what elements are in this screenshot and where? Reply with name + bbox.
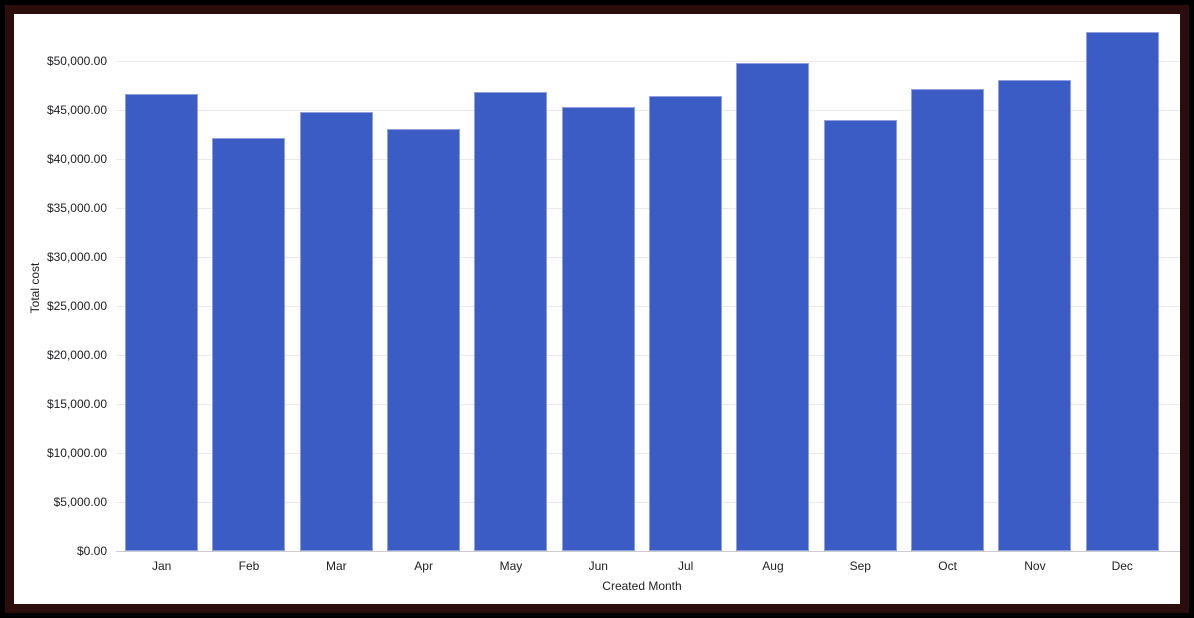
bar-apr[interactable]	[387, 128, 461, 551]
x-tick-label: Mar	[325, 559, 347, 573]
bar-sep[interactable]	[823, 119, 897, 551]
y-tick-label: $20,000.00	[46, 348, 107, 362]
bar-jan[interactable]	[125, 94, 199, 551]
y-tick-label: $40,000.00	[46, 152, 107, 166]
bar-band	[991, 24, 1078, 551]
gridline	[116, 208, 1180, 209]
bar-may[interactable]	[474, 92, 548, 551]
x-tick-label: Jun	[588, 559, 608, 573]
gridline	[116, 159, 1180, 160]
chart-card: Total cost $0.00 $5,000.00 $10,000.00 $15,0…	[14, 14, 1180, 604]
window-border: Total cost $0.00 $5,000.00 $10,000.00 $15,0…	[5, 5, 1189, 613]
x-tick-label: Oct	[938, 559, 957, 573]
x-tick-label: Dec	[1111, 559, 1133, 573]
bar-oct[interactable]	[911, 89, 985, 551]
y-tick-label: $45,000.00	[46, 103, 107, 117]
x-axis-baseline	[116, 551, 1180, 552]
gridline	[116, 257, 1180, 258]
x-tick-label: Nov	[1024, 559, 1046, 573]
x-tick-label: Feb	[238, 559, 260, 573]
gridline	[116, 110, 1180, 111]
gridline	[116, 404, 1180, 405]
x-tick-label: Jan	[151, 559, 172, 573]
bar-feb[interactable]	[212, 138, 286, 551]
y-tick-label: $0.00	[76, 544, 107, 558]
gridline	[116, 502, 1180, 503]
bar-band	[293, 24, 380, 551]
gridline	[116, 61, 1180, 62]
x-axis-title: Created Month	[602, 579, 682, 593]
bar-series	[118, 24, 1166, 551]
gridline	[116, 453, 1180, 454]
gridline	[116, 306, 1180, 307]
y-tick-label: $35,000.00	[46, 201, 107, 215]
x-tick-label: Sep	[849, 559, 871, 573]
bar-band	[205, 24, 292, 551]
bar-band	[467, 24, 554, 551]
gridlines-layer	[116, 14, 1180, 604]
bar-nov[interactable]	[998, 79, 1072, 551]
bar-mar[interactable]	[299, 112, 373, 551]
bar-band	[904, 24, 991, 551]
x-axis-tick-labels: Jan Feb Mar Apr May Jun Jul Aug Sep Oct Nov Dec	[118, 559, 1166, 573]
x-tick-label: Jul	[677, 559, 694, 573]
bar-band	[729, 24, 816, 551]
bar-dec[interactable]	[1085, 31, 1159, 551]
y-tick-label: $15,000.00	[46, 397, 107, 411]
y-tick-label: $25,000.00	[46, 299, 107, 313]
bar-band	[1079, 24, 1166, 551]
bar-band	[817, 24, 904, 551]
y-tick-label: $5,000.00	[53, 495, 107, 509]
x-tick-label: Apr	[414, 559, 433, 573]
bar-aug[interactable]	[736, 63, 810, 551]
y-tick-label: $10,000.00	[46, 446, 107, 460]
bar-jun[interactable]	[561, 107, 635, 551]
bar-band	[380, 24, 467, 551]
y-tick-label: $30,000.00	[46, 250, 107, 264]
y-axis-tick-labels: $0.00 $5,000.00 $10,000.00 $15,000.00 $20,00…	[14, 14, 107, 604]
gridline	[116, 355, 1180, 356]
bar-jul[interactable]	[649, 96, 723, 551]
x-tick-label: May	[499, 559, 523, 573]
x-tick-label: Aug	[762, 559, 784, 573]
bar-band	[118, 24, 205, 551]
y-tick-label: $50,000.00	[46, 54, 107, 68]
bar-band	[642, 24, 729, 551]
bar-band	[555, 24, 642, 551]
